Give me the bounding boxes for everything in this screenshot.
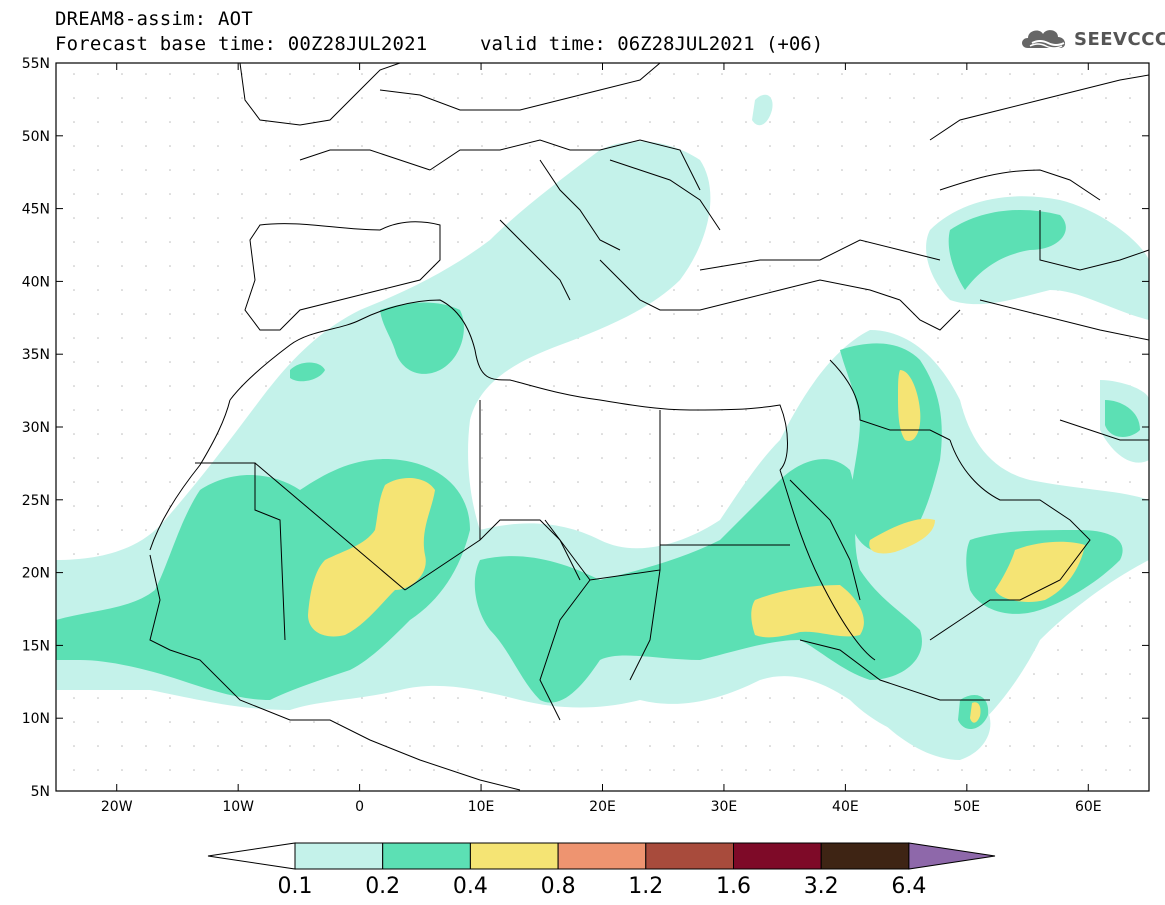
- colorbar-label: 6.4: [891, 874, 926, 899]
- lon-tick-label: 20E: [589, 799, 616, 815]
- colorbar-label: 0.8: [541, 874, 576, 899]
- lat-tick-label: 55N: [22, 56, 50, 72]
- lon-tick-label: 60E: [1075, 799, 1102, 815]
- colorbar-segment: [469, 842, 559, 870]
- colorbar-label: 0.1: [278, 874, 313, 899]
- colorbar-segment: [645, 842, 734, 870]
- logo-text: SEEVCCC: [1074, 28, 1165, 50]
- lat-tick-label: 20N: [22, 566, 50, 582]
- colorbar-label: 0.4: [453, 874, 488, 899]
- colorbar-under-triangle: [207, 842, 296, 870]
- colorbar-over-triangle: [908, 842, 996, 870]
- lat-tick-label: 35N: [22, 347, 50, 363]
- colorbar-segment: [733, 842, 822, 870]
- lat-tick-label: 25N: [22, 493, 50, 509]
- lon-tick-label: 30E: [711, 799, 738, 815]
- colorbar-label: 3.2: [804, 874, 839, 899]
- colorbar: 0.1 0.2 0.4 0.8 1.2 1.6 3.2 6.4: [207, 842, 996, 899]
- seevccc-logo: SEEVCCC: [1018, 24, 1165, 54]
- colorbar-label: 1.6: [716, 874, 751, 899]
- lat-tick-label: 30N: [22, 420, 50, 436]
- lon-tick-label: 10E: [468, 799, 495, 815]
- lon-tick-label: 0: [355, 799, 364, 815]
- colorbar-segment: [382, 842, 471, 870]
- country-borders: [149, 63, 1149, 791]
- lon-tick-label: 40E: [832, 799, 859, 815]
- aot-level-0-4: [308, 370, 1085, 723]
- valid-time: valid time: 06Z28JUL2021 (+06): [480, 33, 824, 55]
- forecast-base-time: Forecast base time: 00Z28JUL2021: [55, 33, 428, 55]
- cloud-icon: [1022, 30, 1066, 49]
- lon-tick-label: 20W: [101, 799, 133, 815]
- aot-level-0-2: [56, 210, 1140, 730]
- colorbar-segment: [557, 842, 647, 870]
- colorbar-label: 0.2: [365, 874, 400, 899]
- lon-tick-label: 10W: [222, 799, 254, 815]
- axis-ticks: 5N 10N 15N 20N 25N 30N 35N 40N 45N 50N 55N 20W 10W 0 1…: [22, 56, 1149, 815]
- lat-tick-label: 50N: [22, 129, 50, 145]
- map-title: DREAM8-assim: AOT: [55, 8, 253, 30]
- lon-tick-label: 50E: [953, 799, 980, 815]
- lat-tick-label: 10N: [22, 711, 50, 727]
- lat-tick-label: 45N: [22, 202, 50, 218]
- colorbar-segment: [820, 842, 910, 870]
- colorbar-label: 1.2: [628, 874, 663, 899]
- lat-tick-label: 15N: [22, 638, 50, 654]
- lat-tick-label: 5N: [31, 784, 50, 800]
- lat-tick-label: 40N: [22, 274, 50, 290]
- colorbar-segment: [294, 842, 384, 870]
